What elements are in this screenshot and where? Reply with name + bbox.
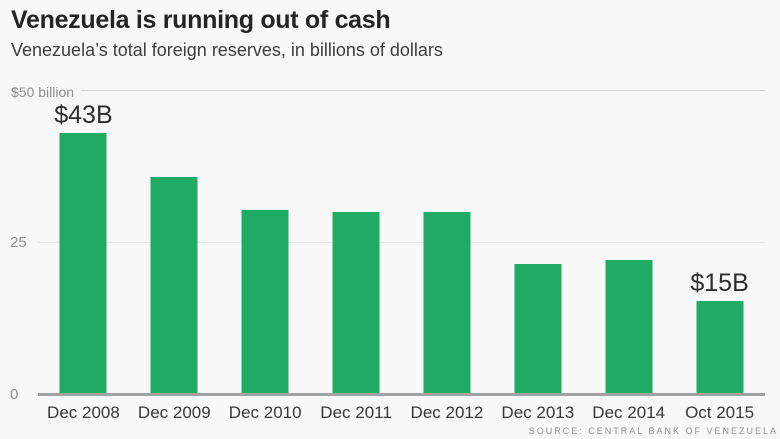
bar-dec-2012 [423, 212, 471, 393]
chart-title: Venezuela is running out of cash [11, 6, 391, 34]
x-tick-label-dec-2009: Dec 2009 [137, 403, 211, 422]
bar-column-dec-2011 [311, 91, 402, 393]
bar-column-dec-2013 [492, 91, 583, 393]
bar-column-dec-2008: $43B [38, 91, 129, 393]
chart-subtitle: Venezuela’s total foreign reserves, in b… [11, 40, 443, 60]
x-tick-label-dec-2012: Dec 2012 [410, 403, 484, 422]
bar-column-dec-2009 [129, 91, 220, 393]
y-tick-label-0: 0 [10, 386, 19, 403]
bar-dec-2010 [241, 210, 289, 393]
bar-column-oct-2015: $15B [674, 91, 765, 393]
bar-plot-area: $43B $15B [38, 91, 765, 393]
bar-column-dec-2010 [220, 91, 311, 393]
bar-dec-2008 [59, 133, 107, 393]
bar-value-label-dec-2008: $43B [54, 101, 113, 129]
y-tick-label-25: 25 [10, 234, 27, 251]
gridline-50 [81, 90, 765, 91]
bar-dec-2014 [605, 260, 653, 393]
x-tick-label-dec-2013: Dec 2013 [501, 403, 575, 422]
y-tick-label-50: $50 billion [11, 84, 75, 100]
x-tick-label-oct-2015: Oct 2015 [685, 403, 755, 422]
x-axis-baseline [38, 393, 765, 396]
bar-oct-2015 [696, 301, 744, 393]
bar-column-dec-2012 [402, 91, 493, 393]
source-credit: SOURCE: CENTRAL BANK OF VENEZUELA [528, 426, 778, 436]
bar-dec-2011 [332, 212, 380, 393]
x-axis-labels: Dec 2008 Dec 2009 Dec 2010 Dec 2011 Dec 2012… [38, 403, 765, 423]
x-tick-label-dec-2014: Dec 2014 [592, 403, 666, 422]
bar-dec-2013 [514, 264, 562, 393]
bar-dec-2009 [150, 177, 198, 393]
bar-value-label-oct-2015: $15B [690, 269, 749, 297]
x-tick-label-dec-2010: Dec 2010 [228, 403, 302, 422]
bar-column-dec-2014 [583, 91, 674, 393]
x-tick-label-dec-2011: Dec 2011 [320, 403, 392, 422]
x-tick-label-dec-2008: Dec 2008 [47, 403, 120, 422]
gridline-25 [38, 242, 765, 243]
